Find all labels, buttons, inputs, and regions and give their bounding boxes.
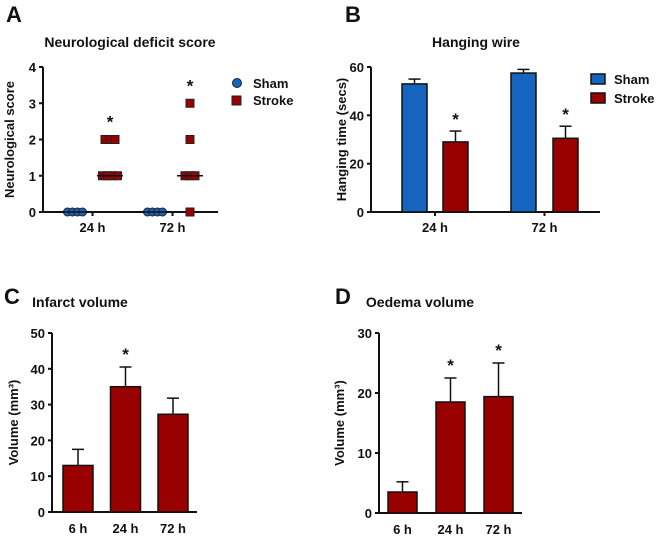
y-tick-label: 20 bbox=[350, 157, 364, 172]
x-tick-label: 6 h bbox=[393, 522, 412, 536]
y-tick-label: 40 bbox=[31, 362, 45, 377]
chart-title: Infarct volume bbox=[32, 294, 128, 310]
bar-sham bbox=[401, 83, 428, 213]
y-tick-label: 0 bbox=[357, 205, 364, 220]
y-tick-label: 1 bbox=[29, 169, 36, 184]
y-tick-label: 2 bbox=[29, 133, 36, 148]
legend-marker-sham bbox=[232, 78, 242, 88]
significance-star: * bbox=[452, 110, 459, 129]
data-point-stroke bbox=[185, 135, 195, 144]
panel-letter: B bbox=[345, 2, 361, 27]
y-tick-label: 0 bbox=[38, 505, 45, 520]
y-tick-label: 10 bbox=[31, 469, 45, 484]
significance-star: * bbox=[562, 105, 569, 124]
bar bbox=[109, 385, 142, 513]
bar-stroke bbox=[442, 141, 469, 213]
significance-star: * bbox=[122, 345, 129, 364]
y-tick-label: 0 bbox=[365, 506, 372, 521]
x-tick-label: 72 h bbox=[531, 220, 557, 235]
significance-star: * bbox=[187, 76, 194, 95]
y-tick-label: 60 bbox=[350, 60, 364, 75]
y-tick-label: 0 bbox=[29, 205, 36, 220]
x-tick-label: 72 h bbox=[485, 522, 511, 536]
data-point-stroke bbox=[185, 98, 195, 108]
y-tick-label: 3 bbox=[29, 96, 36, 111]
y-tick-label: 20 bbox=[358, 386, 372, 401]
y-axis-label: Neurological score bbox=[2, 81, 17, 198]
y-axis-label: Hanging time (secs) bbox=[334, 78, 349, 202]
bar bbox=[483, 395, 514, 514]
y-tick-label: 30 bbox=[358, 326, 372, 341]
x-tick-label: 24 h bbox=[422, 220, 448, 235]
legend-label-stroke: Stroke bbox=[614, 91, 654, 106]
bar bbox=[62, 464, 94, 513]
y-tick-label: 20 bbox=[31, 433, 45, 448]
legend-label-stroke: Stroke bbox=[253, 93, 293, 108]
bar bbox=[435, 401, 466, 514]
significance-star: * bbox=[447, 356, 454, 375]
legend-label-sham: Sham bbox=[253, 76, 288, 91]
bar bbox=[157, 413, 189, 513]
data-point-stroke bbox=[110, 135, 120, 144]
y-tick-label: 4 bbox=[29, 60, 37, 75]
legend-marker-stroke bbox=[231, 95, 242, 106]
legend-marker-sham bbox=[590, 73, 606, 85]
chart-title: Neurological deficit score bbox=[44, 34, 215, 50]
x-tick-label: 72 h bbox=[159, 220, 185, 235]
bar-sham bbox=[510, 72, 537, 213]
x-tick-label: 24 h bbox=[437, 522, 463, 536]
legend-marker-stroke bbox=[590, 92, 606, 104]
bar-stroke bbox=[552, 137, 579, 213]
y-tick-label: 40 bbox=[350, 108, 364, 123]
y-axis-label: Volume (mm³) bbox=[6, 380, 21, 466]
legend-label-sham: Sham bbox=[614, 72, 649, 87]
x-tick-label: 72 h bbox=[160, 521, 186, 536]
x-tick-label: 24 h bbox=[79, 220, 105, 235]
x-tick-label: 6 h bbox=[69, 521, 88, 536]
bar bbox=[387, 491, 418, 514]
chart-title: Oedema volume bbox=[366, 294, 474, 310]
y-axis-label: Volume (mm³) bbox=[332, 380, 347, 466]
panel-letter: C bbox=[4, 284, 20, 309]
data-point-stroke bbox=[185, 207, 195, 217]
significance-star: * bbox=[107, 113, 114, 132]
panel-letter: D bbox=[335, 284, 351, 309]
y-tick-label: 30 bbox=[31, 398, 45, 413]
significance-star: * bbox=[495, 341, 502, 360]
panel-letter: A bbox=[6, 2, 22, 27]
x-tick-label: 24 h bbox=[112, 521, 138, 536]
chart-title: Hanging wire bbox=[432, 34, 520, 50]
y-tick-label: 50 bbox=[31, 326, 45, 341]
y-tick-label: 10 bbox=[358, 446, 372, 461]
